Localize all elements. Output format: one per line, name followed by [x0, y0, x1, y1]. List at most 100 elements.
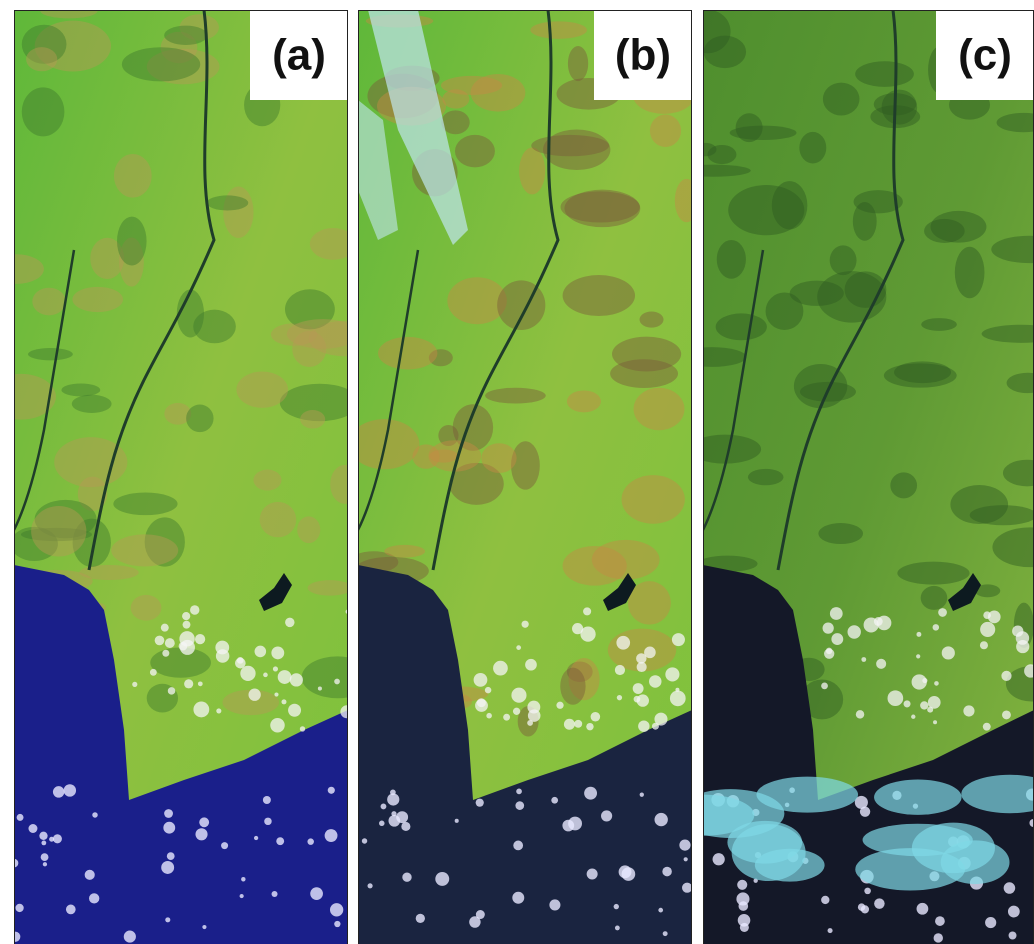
- cloud: [240, 666, 255, 681]
- cloud: [274, 692, 278, 696]
- cloud: [475, 699, 488, 712]
- terrain-patch: [707, 145, 736, 164]
- cloud: [165, 638, 175, 648]
- cloud: [933, 720, 937, 724]
- terrain-patch: [704, 36, 746, 68]
- terrain-patch: [207, 195, 249, 210]
- image-content: [0, 3, 381, 944]
- cloud: [935, 916, 945, 926]
- cloud: [824, 649, 834, 659]
- cloud: [963, 705, 974, 716]
- terrain-patch: [790, 281, 844, 306]
- cloud: [917, 903, 929, 915]
- cloud: [455, 819, 459, 823]
- terrain-patch: [164, 26, 207, 45]
- cloud: [633, 683, 644, 694]
- cloud: [221, 842, 228, 849]
- cloud: [888, 690, 904, 706]
- cloud: [290, 673, 303, 686]
- cloud: [124, 931, 136, 943]
- cloud: [168, 687, 176, 695]
- cloud: [401, 822, 410, 831]
- cloud: [586, 723, 593, 730]
- terrain-patch: [830, 245, 857, 275]
- terrain-patch: [497, 280, 545, 330]
- terrain-patch: [223, 186, 253, 237]
- terrain-patch: [894, 361, 951, 383]
- terrain-patch: [799, 132, 826, 164]
- cloud: [574, 720, 582, 728]
- cloud: [273, 666, 278, 671]
- terrain-patch: [72, 287, 123, 312]
- cloud: [255, 646, 267, 658]
- terrain-patch: [31, 506, 86, 557]
- terrain-patch: [931, 211, 987, 243]
- cloud: [942, 646, 955, 659]
- cloud: [583, 607, 591, 615]
- cloud: [165, 917, 170, 922]
- terrain-patch: [61, 384, 100, 397]
- cloud: [511, 688, 526, 703]
- cloud: [17, 814, 24, 821]
- terrain-patch: [955, 247, 985, 299]
- cloud: [163, 822, 175, 834]
- cloud: [300, 726, 305, 731]
- cloud: [831, 633, 843, 645]
- cloud: [281, 699, 286, 704]
- cloud: [85, 870, 95, 880]
- cloud: [525, 659, 537, 671]
- cloud: [934, 933, 943, 942]
- terrain-patch: [384, 545, 425, 558]
- cloud: [278, 670, 292, 684]
- terrain-patch: [650, 115, 681, 147]
- terrain-patch: [568, 46, 588, 81]
- cloud: [649, 675, 661, 687]
- cloud: [580, 627, 595, 642]
- terrain-patch: [855, 61, 914, 87]
- terrain-patch: [561, 191, 640, 222]
- image-panel: (b): [349, 0, 704, 944]
- cloud: [486, 713, 492, 719]
- cloud: [216, 649, 229, 662]
- cloud: [662, 867, 672, 877]
- cloud: [670, 690, 686, 706]
- cloud: [288, 704, 301, 717]
- cloud: [615, 665, 625, 675]
- panel-label: (b): [615, 31, 671, 80]
- terrain-patch: [442, 89, 469, 108]
- cloud: [162, 650, 169, 657]
- cloud: [933, 624, 940, 631]
- terrain-patch: [111, 534, 178, 566]
- terrain-patch: [634, 388, 685, 431]
- terrain-patch: [970, 505, 1034, 525]
- cloud: [528, 709, 541, 722]
- cloud: [652, 723, 659, 730]
- cloud: [435, 872, 449, 886]
- cloud: [513, 708, 520, 715]
- cloud: [307, 838, 313, 844]
- cloud: [362, 838, 367, 843]
- cloud: [615, 926, 620, 931]
- cloud-bank: [912, 823, 995, 873]
- cloud: [155, 636, 165, 646]
- terrain-patch: [772, 181, 808, 229]
- image-panel: (c): [652, 0, 1034, 944]
- cloud: [150, 669, 157, 676]
- cloud: [980, 622, 995, 637]
- cloud: [325, 829, 338, 842]
- cloud: [912, 674, 927, 689]
- cloud: [248, 689, 260, 701]
- terrain-patch: [716, 313, 767, 340]
- cloud: [64, 784, 76, 796]
- terrain-patch: [28, 348, 73, 360]
- image-content: [349, 0, 704, 944]
- cloud: [556, 702, 563, 709]
- cloud: [161, 624, 169, 632]
- cloud: [28, 824, 37, 833]
- terrain-patch: [481, 443, 516, 473]
- cloud: [904, 700, 911, 707]
- cloud: [663, 931, 668, 936]
- terrain-patch: [531, 135, 609, 156]
- cloud: [644, 647, 656, 659]
- terrain-patch: [131, 595, 162, 621]
